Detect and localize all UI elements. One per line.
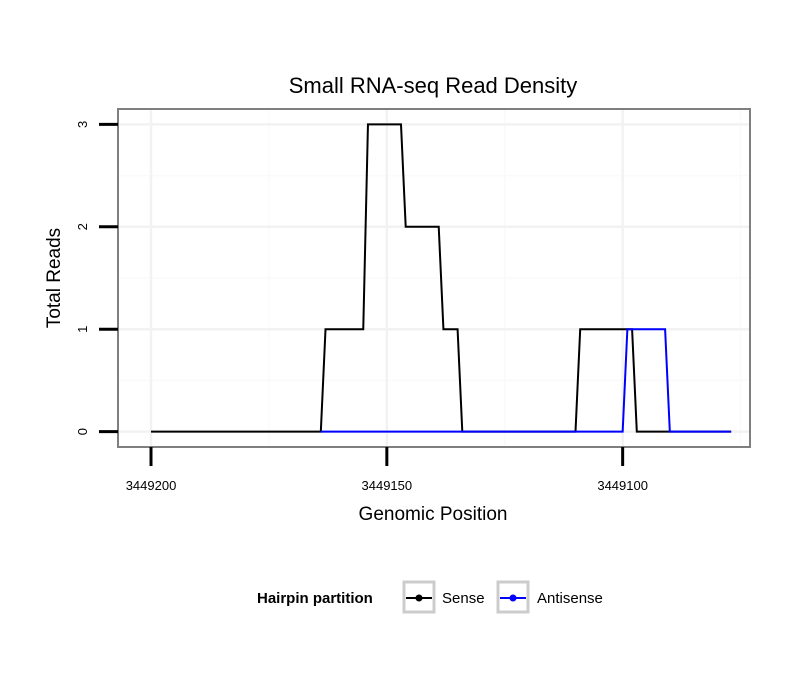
y-tick-label: 1 (75, 326, 90, 333)
y-tick-label: 3 (75, 121, 90, 128)
y-tick-label: 2 (75, 223, 90, 230)
x-axis-title: Genomic Position (359, 504, 508, 525)
legend-item-sense: Sense (402, 580, 485, 614)
x-axis: 3449200 3449150 3449100 (126, 447, 648, 493)
x-tick-label: 3449100 (597, 478, 648, 493)
chart-title: Small RNA-seq Read Density (289, 73, 578, 98)
legend-key-point-sense (415, 594, 423, 602)
legend: Hairpin partition Sense Antisense (257, 580, 603, 614)
legend-label-sense: Sense (442, 590, 485, 607)
series-line-sense (151, 123, 732, 433)
y-axis-title: Total Reads (44, 228, 65, 328)
plot-panel-border (117, 108, 751, 448)
legend-key-point-antisense (509, 594, 517, 602)
legend-title: Hairpin partition (257, 590, 373, 607)
legend-label-antisense: Antisense (537, 590, 603, 607)
y-axis: 0 1 2 3 (75, 121, 118, 435)
series-layer (151, 123, 732, 433)
x-tick-label: 3449150 (362, 478, 413, 493)
x-tick-label: 3449200 (126, 478, 177, 493)
series-line-antisense (320, 328, 732, 433)
y-tick-label: 0 (75, 428, 90, 435)
legend-item-antisense: Antisense (496, 580, 603, 614)
